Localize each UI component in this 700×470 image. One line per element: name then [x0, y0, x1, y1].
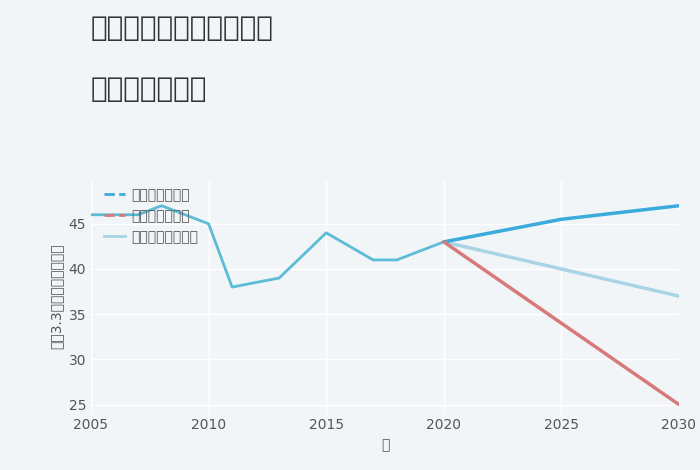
Y-axis label: 坪（3.3㎡）単価（万円）: 坪（3.3㎡）単価（万円） — [49, 243, 63, 349]
Text: 愛知県北名古屋市二子の: 愛知県北名古屋市二子の — [91, 14, 274, 42]
X-axis label: 年: 年 — [381, 438, 389, 452]
Legend: グッドシナリオ, バッドシナリオ, ノーマルシナリオ: グッドシナリオ, バッドシナリオ, ノーマルシナリオ — [104, 188, 199, 244]
Text: 土地の価格推移: 土地の価格推移 — [91, 75, 207, 103]
